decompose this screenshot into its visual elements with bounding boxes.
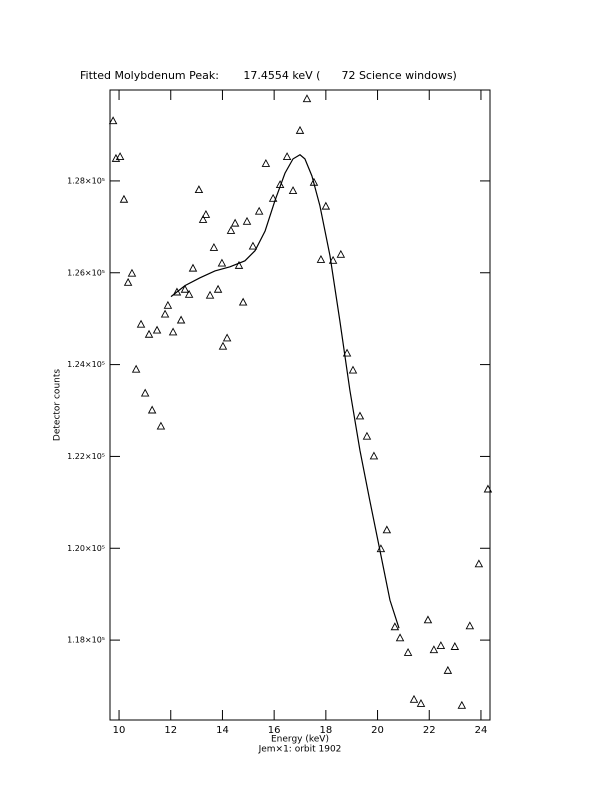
data-point (443, 665, 453, 674)
data-point (201, 209, 211, 218)
data-point (184, 289, 194, 298)
data-point (119, 194, 129, 203)
chart-title: Fitted Molybdenum Peak: 17.4554 keV ( 72… (80, 69, 457, 82)
data-point (254, 206, 264, 215)
data-point (295, 125, 305, 134)
data-point (238, 297, 248, 306)
data-point (156, 421, 166, 430)
data-point (328, 255, 338, 264)
data-point (152, 325, 162, 334)
data-point (474, 559, 484, 568)
data-point (316, 254, 326, 263)
data-point (163, 300, 173, 309)
data-point (234, 260, 244, 269)
data-point (127, 268, 137, 277)
y-axis-label: Detector counts (53, 369, 63, 441)
data-point (144, 329, 154, 338)
data-point (457, 700, 467, 709)
data-point (282, 152, 292, 160)
data-point (242, 216, 252, 225)
data-point (230, 218, 240, 227)
data-point (436, 641, 446, 650)
y-tick-label: 1.20×10⁵ (67, 544, 105, 553)
data-point (248, 241, 258, 250)
data-point (362, 431, 372, 440)
data-point (209, 243, 219, 251)
data-point (176, 315, 186, 324)
y-tick-label: 1.18×10⁵ (67, 636, 105, 645)
x-tick-label: 12 (164, 725, 177, 736)
data-point (140, 388, 150, 397)
y-tick-label: 1.24×10⁵ (67, 360, 105, 369)
data-point (180, 284, 190, 293)
data-point (483, 484, 493, 493)
y-tick-label: 1.28×10⁵ (67, 176, 105, 185)
data-point (213, 284, 223, 293)
data-point (172, 287, 182, 296)
x-tick-label: 14 (216, 725, 229, 736)
data-point (147, 405, 157, 414)
data-point (390, 622, 400, 631)
data-point (302, 94, 312, 103)
plot-frame (109, 89, 491, 721)
data-point (369, 451, 379, 460)
data-point (108, 116, 118, 125)
data-point (423, 615, 433, 624)
fit-line (170, 154, 400, 629)
data-point (160, 309, 170, 318)
x-tick-label: 24 (475, 725, 488, 736)
data-point (205, 290, 215, 299)
x-axis-label: Energy (keV) (271, 735, 329, 745)
data-point (288, 186, 298, 194)
data-point (136, 319, 146, 328)
data-point (217, 258, 227, 267)
data-point (115, 152, 125, 160)
data-point (198, 214, 208, 223)
x-tick-label: 10 (113, 725, 126, 736)
y-tick-label: 1.22×10⁵ (67, 452, 105, 461)
data-point (465, 621, 475, 630)
data-point (194, 185, 204, 194)
data-point (218, 341, 228, 350)
data-point (429, 645, 439, 654)
data-point (168, 327, 178, 336)
subtitle: Jem×1: orbit 1902 (258, 745, 342, 755)
data-point (268, 193, 278, 202)
data-point (395, 633, 405, 642)
data-point (382, 525, 392, 534)
data-point (261, 158, 271, 167)
data-point (355, 411, 365, 420)
data-point (403, 648, 413, 656)
data-point (336, 249, 346, 258)
data-point (342, 348, 352, 357)
data-point (188, 263, 198, 272)
y-tick-label: 1.26×10⁵ (67, 268, 105, 277)
data-point (123, 277, 133, 286)
x-tick-label: 18 (319, 725, 332, 736)
data-point (321, 201, 331, 210)
data-point (222, 333, 232, 342)
data-point (131, 364, 141, 373)
x-tick-label: 22 (423, 725, 436, 736)
x-tick-label: 20 (371, 725, 384, 736)
data-point (348, 365, 358, 374)
x-tick-label: 16 (268, 725, 281, 736)
data-point (450, 642, 460, 650)
data-point (409, 694, 419, 703)
data-point (416, 698, 426, 707)
data-point (226, 226, 236, 234)
